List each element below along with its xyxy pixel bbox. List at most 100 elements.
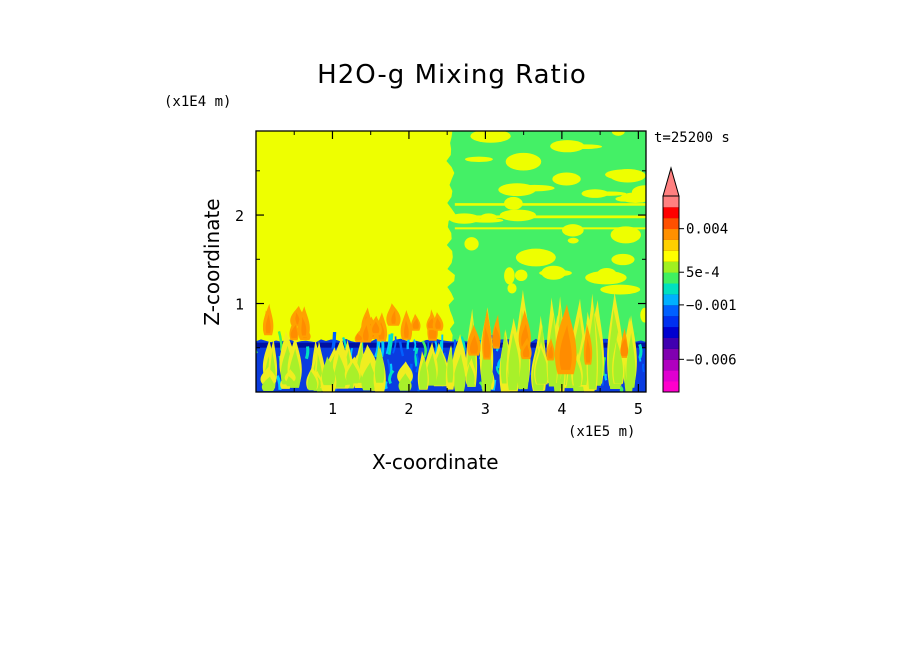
heatmap-plume [483, 326, 491, 358]
heatmap-filament [331, 331, 337, 350]
colorbar-swatch [663, 196, 679, 208]
heatmap-plume [419, 356, 428, 390]
heatmap-plume [290, 324, 298, 339]
heatmap-plume [307, 370, 318, 391]
colorbar-swatch [663, 337, 679, 349]
heatmap-filament [415, 353, 420, 373]
heatmap-filament [412, 339, 417, 352]
heatmap-filament [421, 340, 427, 358]
colorbar-swatch [663, 381, 679, 393]
plot-frame [255, 130, 647, 393]
heatmap-filament [392, 336, 397, 354]
heatmap-plume [374, 344, 385, 383]
heatmap-plume [522, 344, 530, 358]
heatmap-plume [427, 318, 435, 329]
heatmap-filament [387, 333, 394, 355]
heatmap-plume [363, 325, 369, 341]
colorbar-swatch [663, 272, 679, 284]
x-tick-label: 5 [634, 400, 643, 418]
heatmap-plume [372, 321, 380, 334]
colorbar-swatch [663, 294, 679, 306]
heatmap-moist-patch [552, 172, 581, 186]
colorbar: 0.004 5e-4 −0.001 −0.006 [662, 166, 737, 393]
heatmap-plume [453, 353, 466, 392]
heatmap-moist-patch [508, 158, 521, 167]
colorbar-tick-label: 5e-4 [686, 265, 720, 281]
heatmap-filament [388, 369, 395, 385]
heatmap-plume [508, 332, 520, 383]
heatmap-moist-patch [591, 191, 627, 196]
colorbar-swatch [663, 315, 679, 328]
heatmap-moist-patch [507, 283, 517, 294]
colorbar-tick-label: 0.004 [686, 222, 728, 238]
heatmap-moist-patch [611, 131, 625, 136]
heatmap-plume [447, 344, 454, 383]
colorbar-swatch [663, 228, 679, 240]
colorbar-swatch [663, 283, 679, 295]
x-tick-label: 4 [557, 400, 566, 418]
heatmap-filament [638, 356, 642, 362]
heatmap-plume [626, 332, 636, 388]
heatmap-moist-patch [567, 237, 579, 244]
heatmap-moist-patch [550, 140, 585, 153]
heatmap-plume [265, 314, 271, 334]
heatmap-plume [360, 344, 378, 378]
heatmap-moist-patch [464, 237, 479, 251]
heatmap-plume [548, 345, 553, 359]
heatmap-plume [260, 367, 277, 385]
heatmap-plume [492, 326, 501, 347]
heatmap-plume [321, 356, 336, 386]
heatmap-filament [495, 366, 501, 375]
x-tick-label: 1 [328, 400, 337, 418]
heatmap-plume [397, 361, 413, 382]
colorbar-swatch [663, 326, 679, 338]
heatmap-filament [304, 346, 310, 360]
heatmap-plume [585, 337, 591, 363]
heatmap-moist-patch [562, 224, 584, 237]
heatmap-plume [346, 362, 360, 384]
heatmap-plume [334, 353, 347, 388]
heatmap-plume [295, 312, 300, 325]
heatmap-moist-patch [515, 248, 556, 267]
heatmap-streak [454, 203, 646, 206]
colorbar-swatch [663, 348, 679, 360]
heatmap-filament [426, 342, 430, 352]
colorbar-swatch [663, 206, 679, 219]
heatmap-moist-patch [464, 156, 493, 162]
x-tick-label: 2 [404, 400, 413, 418]
heatmap-moist-patch [504, 267, 515, 285]
heatmap-streak [454, 215, 646, 219]
heatmap-moist-patch [611, 253, 635, 266]
x-tick-label: 3 [481, 400, 490, 418]
x-axis-label: X-coordinate [372, 450, 499, 474]
heatmap-plume [261, 376, 275, 392]
heatmap-moist-patch [610, 226, 642, 244]
heatmap-moist-patch [600, 284, 641, 295]
heatmap-filament [642, 363, 645, 373]
heatmap-moist-patch [448, 213, 480, 224]
heatmap-plume [426, 352, 437, 386]
heatmap-plume [404, 319, 409, 338]
colorbar-swatch [663, 359, 679, 371]
colorbar-swatch [663, 239, 679, 251]
colorbar-tick-label: −0.006 [686, 352, 737, 368]
heatmap-streak [454, 227, 646, 230]
heatmap-moist-patch [615, 196, 634, 202]
heatmap-plume [613, 339, 624, 384]
heatmap-plume [435, 317, 441, 329]
heatmap-moist-patch [609, 169, 646, 183]
heatmap-plume [284, 369, 296, 382]
heatmap-moist-patch [541, 265, 566, 280]
heatmap-field [256, 131, 646, 392]
colorbar-swatch [663, 261, 679, 273]
colorbar-swatch [663, 250, 679, 262]
heatmap-moist-patch [568, 144, 603, 149]
heatmap-moist-patch [470, 131, 511, 143]
heatmap-moist-patch [498, 183, 536, 197]
colorbar-extend-arrow [662, 166, 680, 197]
heatmap-plume [587, 307, 597, 390]
heatmap-boundary-top [256, 342, 646, 348]
y-axis-unit: (x1E4 m) [164, 94, 232, 110]
colorbar-swatch [663, 370, 679, 382]
